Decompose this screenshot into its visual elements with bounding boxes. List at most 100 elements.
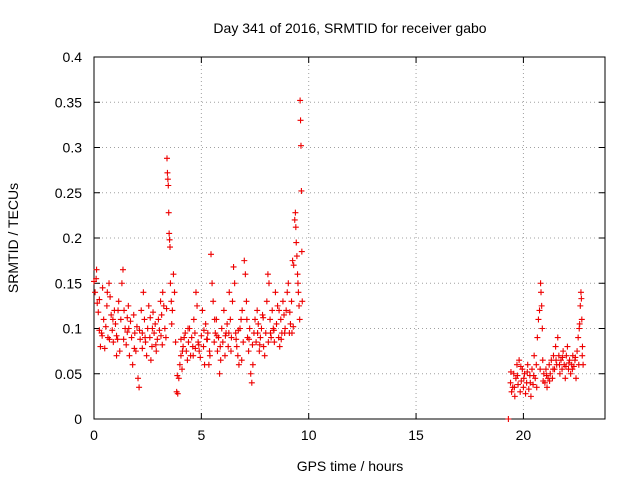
x-tick-label: 0 — [90, 427, 98, 443]
data-point — [226, 289, 233, 296]
data-point — [208, 251, 215, 258]
data-point — [284, 289, 291, 296]
data-point — [110, 339, 117, 346]
data-point — [175, 375, 182, 382]
data-point — [195, 341, 202, 348]
data-point — [542, 366, 549, 373]
data-point — [297, 117, 304, 124]
data-point — [232, 330, 239, 337]
data-point — [204, 330, 211, 337]
data-point — [507, 368, 514, 375]
data-point — [249, 361, 256, 368]
data-point — [163, 305, 170, 312]
data-point — [172, 339, 179, 346]
data-point — [254, 330, 261, 337]
data-point — [534, 334, 541, 341]
x-axis-label: GPS time / hours — [297, 458, 404, 474]
data-point — [562, 363, 569, 370]
data-point — [97, 343, 104, 350]
data-point — [138, 307, 145, 314]
data-point — [143, 352, 150, 359]
data-point — [566, 357, 573, 364]
data-point — [553, 357, 560, 364]
data-point — [518, 377, 525, 384]
data-point — [100, 316, 107, 323]
data-point — [106, 280, 113, 287]
data-point — [248, 379, 255, 386]
data-point — [507, 379, 514, 386]
x-tick-label: 15 — [408, 427, 424, 443]
data-point — [233, 336, 240, 343]
data-point — [157, 298, 164, 305]
data-point — [113, 332, 120, 339]
data-point — [234, 352, 241, 359]
data-point — [139, 330, 146, 337]
data-point — [533, 361, 540, 368]
data-point — [182, 330, 189, 337]
data-point — [177, 336, 184, 343]
data-point — [543, 372, 550, 379]
data-point — [556, 370, 563, 377]
data-point — [135, 375, 142, 382]
data-point — [550, 366, 557, 373]
data-point — [123, 341, 130, 348]
data-point — [231, 280, 238, 287]
data-point — [214, 348, 221, 355]
data-point — [181, 334, 188, 341]
data-point — [137, 336, 144, 343]
data-point — [285, 280, 292, 287]
data-point — [155, 316, 162, 323]
data-point — [176, 361, 183, 368]
data-point — [150, 309, 157, 316]
data-point — [573, 375, 580, 382]
data-point — [574, 348, 581, 355]
data-point — [131, 345, 138, 352]
data-point — [269, 307, 276, 314]
data-point — [511, 393, 518, 400]
data-point — [271, 339, 278, 346]
data-point — [538, 289, 545, 296]
data-point — [185, 339, 192, 346]
data-point — [576, 320, 583, 327]
data-point — [184, 357, 191, 364]
data-point — [192, 289, 199, 296]
data-point — [156, 327, 163, 334]
data-point — [151, 330, 158, 337]
data-point — [216, 370, 223, 377]
data-point — [165, 209, 172, 216]
data-point — [136, 384, 143, 391]
data-point — [198, 332, 205, 339]
data-point — [517, 388, 524, 395]
data-point — [132, 348, 139, 355]
y-tick-label: 0.2 — [63, 230, 83, 246]
data-point — [258, 325, 265, 332]
data-point — [550, 352, 557, 359]
data-point — [167, 244, 174, 251]
data-point — [288, 298, 295, 305]
data-point — [537, 366, 544, 373]
data-point — [221, 352, 228, 359]
data-point — [554, 334, 561, 341]
data-point — [249, 341, 256, 348]
data-point — [273, 320, 280, 327]
data-point — [141, 316, 148, 323]
data-point — [227, 316, 234, 323]
data-point — [99, 284, 106, 291]
data-point — [560, 348, 567, 355]
data-point — [292, 224, 299, 231]
data-point — [292, 209, 299, 216]
data-point — [166, 236, 173, 243]
data-point — [118, 280, 125, 287]
data-point — [212, 330, 219, 337]
data-point — [255, 320, 262, 327]
data-point — [265, 339, 272, 346]
data-point — [126, 352, 133, 359]
data-point — [549, 375, 556, 382]
data-point — [256, 348, 263, 355]
data-point — [147, 314, 154, 321]
data-point — [167, 280, 174, 287]
data-point — [299, 298, 306, 305]
data-point — [121, 307, 128, 314]
data-point — [228, 334, 235, 341]
data-point — [544, 384, 551, 391]
